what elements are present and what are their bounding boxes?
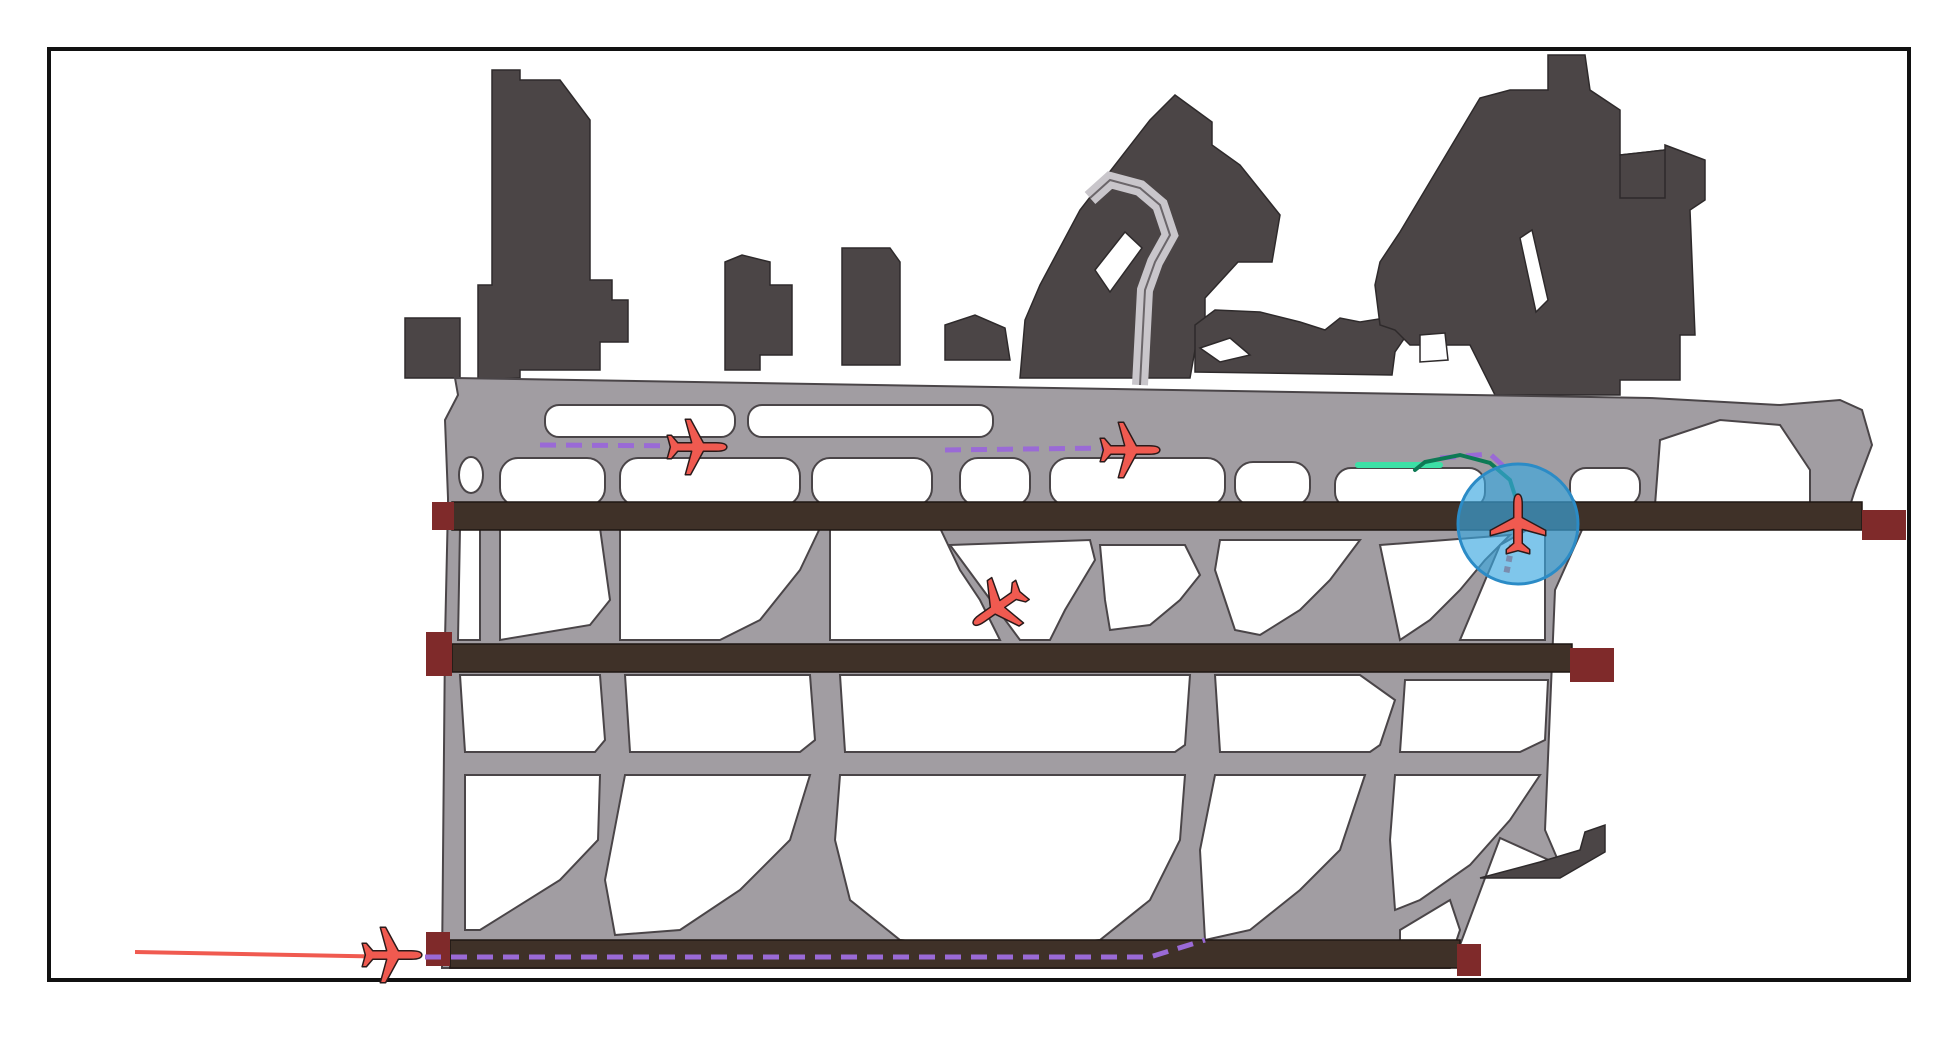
runway-north-threshold-east	[1862, 510, 1906, 540]
runway-middle-threshold-east	[1570, 648, 1614, 682]
taxi-route-center-apron	[944, 445, 1111, 453]
terminal-buildings	[404, 54, 1706, 396]
runway-south-threshold-west	[426, 932, 450, 966]
runway-south-threshold-east	[1457, 944, 1481, 976]
runways	[426, 501, 1906, 976]
elevated-roadway-centerline	[1089, 178, 1172, 386]
taxi-route-south-runway	[425, 937, 1206, 960]
runway-middle	[451, 643, 1573, 673]
runway-north	[451, 501, 1863, 531]
runway-south	[449, 939, 1461, 969]
runway-north-threshold-west	[432, 502, 454, 530]
building-courtyards	[1094, 228, 1549, 363]
approach-path	[134, 950, 401, 959]
runway-middle-threshold-west	[426, 632, 452, 676]
